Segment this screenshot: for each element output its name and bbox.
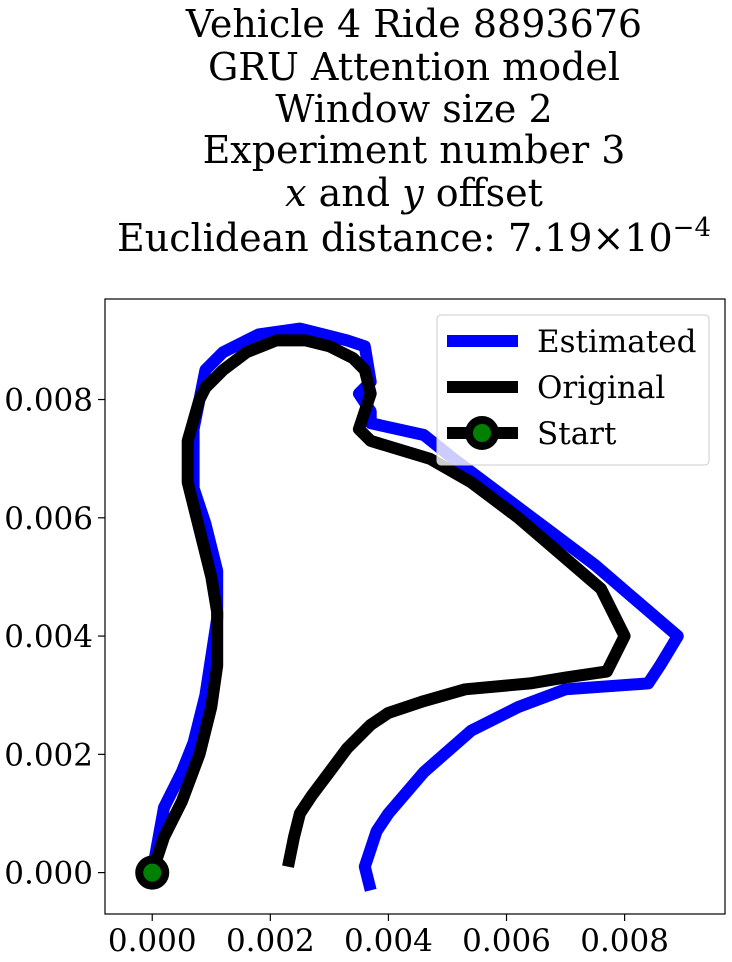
y-axis: 0.000 0.002 0.004 0.006 0.008 bbox=[4, 383, 105, 892]
x-tick-label: 0.006 bbox=[462, 923, 551, 959]
title-line-5: x and y offset bbox=[285, 171, 543, 215]
title-distance-base: 10 bbox=[624, 216, 672, 260]
legend-start-label: Start bbox=[537, 416, 617, 452]
legend-start-marker bbox=[465, 416, 499, 450]
x-axis: 0.000 0.002 0.004 0.006 0.008 bbox=[108, 914, 669, 959]
y-tick-label: 0.006 bbox=[4, 501, 93, 537]
title-line-1: Vehicle 4 Ride 8893676 bbox=[185, 2, 642, 46]
title-line-6: Euclidean distance: 7.19×10−4 bbox=[117, 213, 711, 260]
y-tick-label: 0.008 bbox=[4, 383, 93, 419]
title-line-3: Window size 2 bbox=[275, 87, 552, 131]
x-tick-label: 0.002 bbox=[226, 923, 315, 959]
title-y-variable: y bbox=[400, 171, 424, 215]
legend: Estimated Original Start bbox=[436, 314, 710, 466]
start-marker bbox=[135, 855, 170, 890]
title-distance-prefix: Euclidean distance: bbox=[117, 216, 508, 260]
series-layer bbox=[135, 322, 684, 892]
series-line-original bbox=[146, 334, 631, 875]
title-distance-mantissa: 7.19 bbox=[508, 216, 593, 260]
x-tick-label: 0.000 bbox=[108, 923, 197, 959]
legend-original-label: Original bbox=[537, 370, 665, 406]
title-distance-exponent: −4 bbox=[673, 213, 711, 243]
axes-frame bbox=[104, 298, 726, 915]
y-tick-label: 0.000 bbox=[4, 856, 93, 892]
title-offset: offset bbox=[424, 171, 543, 215]
title-line-4: Experiment number 3 bbox=[203, 128, 626, 172]
title-x-variable: x bbox=[285, 171, 306, 215]
y-tick-label: 0.002 bbox=[4, 737, 93, 773]
title-and: and bbox=[307, 171, 403, 215]
chart-title: Vehicle 4 Ride 8893676 GRU Attention mod… bbox=[117, 2, 711, 260]
x-tick-label: 0.004 bbox=[344, 923, 433, 959]
title-distance-times: × bbox=[592, 216, 624, 260]
title-line-2: GRU Attention model bbox=[208, 45, 620, 89]
x-tick-label: 0.008 bbox=[580, 923, 669, 959]
y-tick-label: 0.004 bbox=[4, 619, 93, 655]
legend-estimated-label: Estimated bbox=[537, 324, 696, 360]
